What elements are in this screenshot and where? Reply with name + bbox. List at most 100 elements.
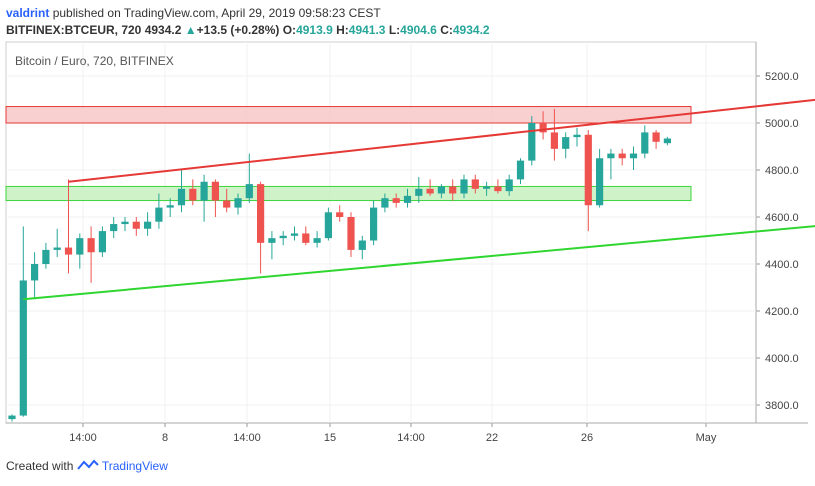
- plot-frame: [5, 41, 757, 424]
- candle-body: [539, 123, 547, 133]
- candle-body: [98, 231, 106, 253]
- up-arrow-icon: ▲: [184, 23, 197, 37]
- candle-body: [132, 221, 140, 229]
- candle-body: [290, 233, 299, 236]
- support-zone: [5, 185, 692, 202]
- candle-body: [494, 186, 502, 192]
- candle-body: [528, 123, 536, 161]
- candle-body: [53, 247, 61, 250]
- candle-body: [505, 179, 513, 192]
- candle-body: [347, 217, 355, 250]
- candle-body: [313, 238, 321, 243]
- candle-body: [211, 181, 219, 201]
- x-tick-label: 14:00: [69, 432, 97, 444]
- candle-body: [189, 188, 197, 201]
- y-tick-label: 4400.0: [765, 259, 799, 271]
- candle-body: [200, 181, 208, 201]
- x-tick-label: 22: [486, 432, 498, 444]
- candle-body: [483, 186, 491, 189]
- chart-title: Bitcoin / Euro, 720, BITFINEX: [15, 54, 174, 68]
- author-link[interactable]: valdrint: [6, 6, 50, 20]
- candle-body: [245, 184, 253, 199]
- candle-body: [177, 188, 186, 206]
- candle-body: [87, 238, 95, 253]
- y-tick-label: 4000.0: [765, 353, 799, 365]
- symbol-label: BITFINEX:BTCEUR, 720: [6, 23, 142, 37]
- candle-body: [268, 238, 276, 243]
- candle-body: [550, 132, 558, 149]
- candle-body: [19, 280, 27, 416]
- close-value: 4934.2: [452, 23, 490, 37]
- candle-body: [641, 132, 649, 154]
- y-tick-label: 4600.0: [765, 212, 799, 224]
- open-label: O:: [282, 23, 297, 37]
- publish-info: published on TradingView.com, April 29, …: [52, 6, 381, 20]
- chart-header: valdrint published on TradingView.com, A…: [0, 0, 815, 40]
- candle-body: [324, 212, 332, 239]
- candle-body: [460, 179, 468, 194]
- x-tick-label: May: [696, 432, 717, 444]
- y-tick-label: 4800.0: [765, 165, 799, 177]
- candle-body: [121, 221, 129, 225]
- x-tick-label: 14:00: [233, 432, 261, 444]
- y-tick-label: 5200.0: [765, 71, 799, 83]
- candle-body: [166, 205, 174, 208]
- candle-body: [155, 207, 163, 222]
- candle-body: [31, 264, 39, 281]
- candle-body: [257, 184, 265, 243]
- y-tick-label: 5000.0: [765, 118, 799, 130]
- tradingview-logo-icon: [76, 459, 102, 473]
- candle-body: [426, 188, 434, 194]
- candle-body: [234, 198, 242, 208]
- resistance-zone: [5, 106, 692, 124]
- candle-body: [279, 235, 287, 239]
- candle-body: [437, 186, 445, 194]
- candle-body: [223, 200, 231, 208]
- last-price: 4934.2: [144, 23, 182, 37]
- candle-body: [110, 224, 118, 232]
- candle-body: [607, 153, 615, 159]
- candle-body: [629, 153, 638, 159]
- candle-body: [596, 158, 604, 206]
- candle-body: [76, 238, 84, 255]
- chart-area[interactable]: 5200.0 5000.0 4800.0 4600.0 4400.0 4200.0 4000…: [0, 0, 815, 460]
- candle-body: [64, 247, 73, 255]
- open-value: 4913.9: [296, 23, 333, 37]
- upper-trendline: [68, 98, 815, 183]
- x-tick-label: 8: [162, 432, 168, 444]
- ohlc-line: BITFINEX:BTCEUR, 720 4934.2 ▲+13.5 (+0.2…: [6, 23, 490, 37]
- low-value: 4904.6: [400, 23, 437, 37]
- candle-body: [392, 198, 400, 203]
- high-label: H:: [336, 23, 349, 37]
- candle-body: [573, 134, 581, 138]
- candle-body: [336, 212, 344, 217]
- candle-body: [652, 132, 660, 142]
- candle-body: [663, 138, 671, 144]
- created-with-label: Created with: [6, 459, 74, 473]
- close-label: C:: [440, 23, 453, 37]
- candle-body: [562, 137, 570, 149]
- footer: Created with TradingView: [6, 459, 168, 473]
- candle-body: [381, 198, 389, 208]
- candle-body: [42, 249, 50, 264]
- candle-body: [403, 195, 412, 203]
- candle-body: [449, 186, 457, 194]
- price-change: +13.5 (+0.28%): [196, 23, 280, 37]
- x-tick-label: 15: [324, 432, 336, 444]
- candle-body: [516, 160, 525, 180]
- x-tick-label: 26: [581, 432, 593, 444]
- y-tick-label: 3800.0: [765, 400, 799, 412]
- lower-trendline: [23, 225, 815, 301]
- candle-body: [370, 207, 378, 241]
- price-chart[interactable]: 5200.0 5000.0 4800.0 4600.0 4400.0 4200.0 4000…: [0, 0, 815, 455]
- tradingview-link[interactable]: TradingView: [101, 459, 168, 473]
- candle-body: [8, 415, 16, 420]
- candle-body: [144, 221, 152, 229]
- y-tick-label: 4200.0: [765, 306, 799, 318]
- x-tick-label: 14:00: [397, 432, 425, 444]
- candle-body: [618, 153, 626, 159]
- publish-line: valdrint published on TradingView.com, A…: [6, 6, 381, 20]
- high-value: 4941.3: [348, 23, 386, 37]
- candle-body: [358, 240, 366, 250]
- candle-body: [471, 179, 479, 189]
